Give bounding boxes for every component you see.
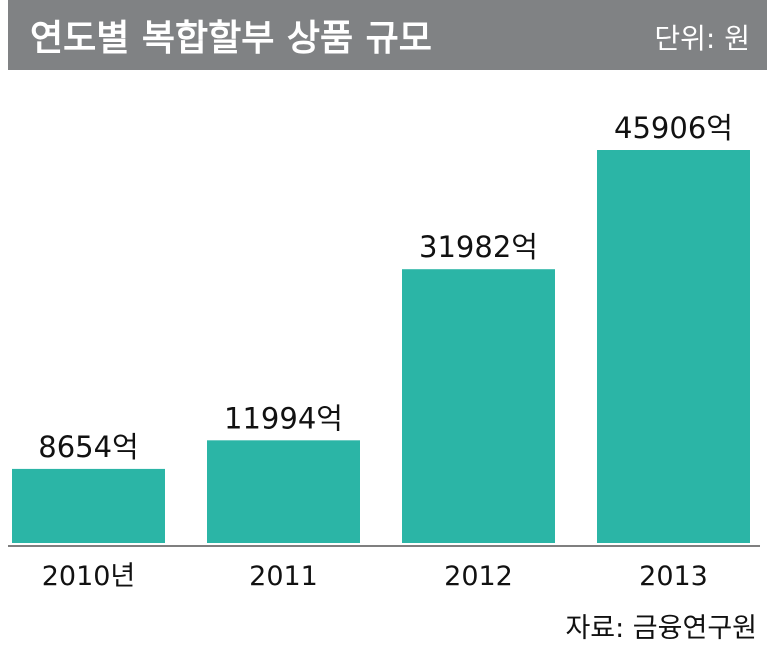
title-bar bbox=[8, 0, 767, 70]
value-label-1: 11994억 bbox=[224, 401, 343, 435]
bar-0 bbox=[12, 468, 165, 543]
unit-label: 단위: 원 bbox=[654, 22, 750, 55]
bar-1 bbox=[207, 440, 360, 543]
bar-3 bbox=[597, 150, 750, 543]
bar-2 bbox=[402, 269, 555, 543]
category-label-2: 2012 bbox=[444, 561, 513, 592]
value-label-3: 45906억 bbox=[614, 111, 733, 145]
chart-title: 연도별 복합할부 상품 규모 bbox=[30, 18, 432, 59]
category-label-0: 2010년 bbox=[42, 561, 136, 592]
value-label-0: 8654억 bbox=[38, 430, 138, 464]
category-label-1: 2011 bbox=[249, 561, 318, 592]
source-note: 자료: 금융연구원 bbox=[565, 613, 757, 644]
value-label-2: 31982억 bbox=[419, 230, 538, 264]
category-label-3: 2013 bbox=[639, 561, 708, 592]
bars-group: 8654억 2010년 11994억 2011 31982억 2012 45906억 2013 bbox=[12, 111, 750, 592]
